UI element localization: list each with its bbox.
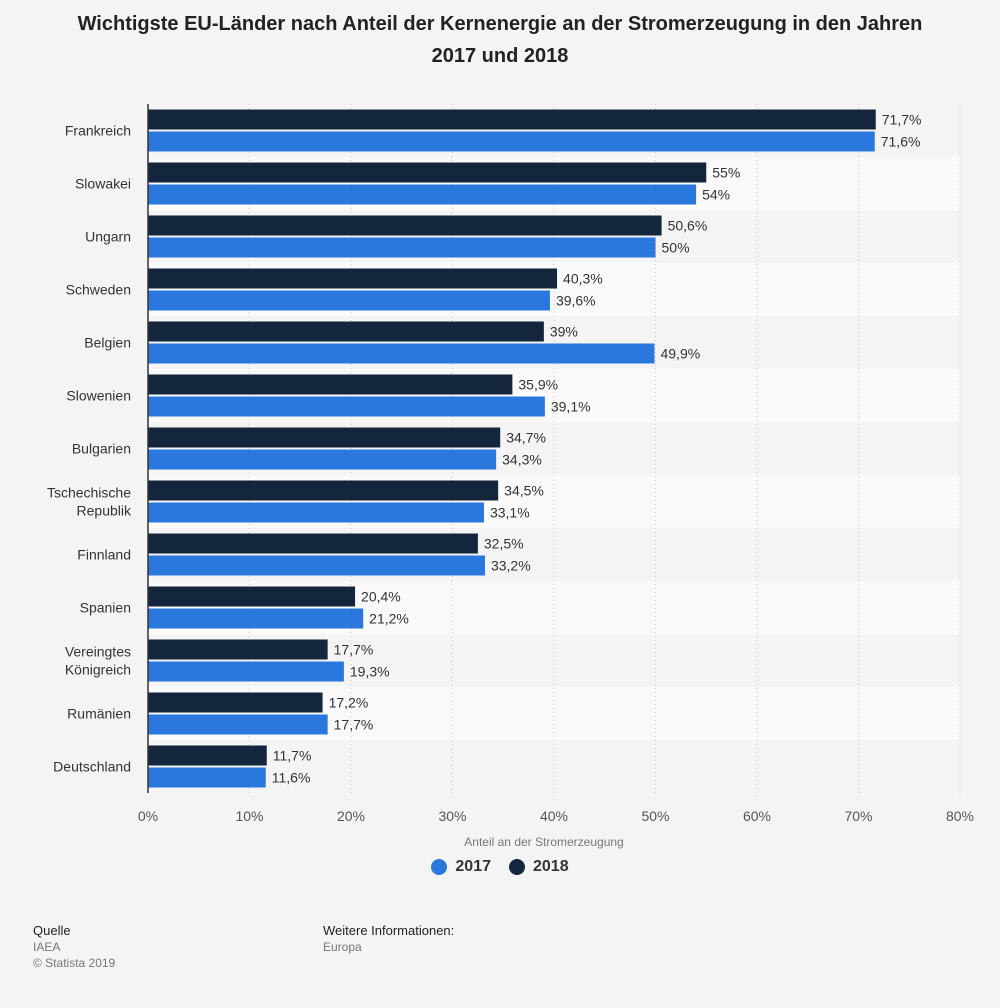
bar-2018-tschechische-republik xyxy=(148,480,499,501)
bar-2018-frankreich xyxy=(148,109,876,130)
legend-item-2017[interactable]: 2017 xyxy=(431,858,491,876)
category-label: Belgien xyxy=(84,335,131,351)
bar-2017-spanien xyxy=(148,608,364,629)
bar-2018-deutschland xyxy=(148,745,267,766)
copyright-line: © Statista 2019 xyxy=(33,956,116,970)
legend-item-2018[interactable]: 2018 xyxy=(509,858,569,876)
source-block: Quelle IAEA © Statista 2019 xyxy=(33,923,115,971)
category-label: Königreich xyxy=(65,662,131,678)
bar-2018-slowakei xyxy=(148,162,707,183)
bar-2018-bulgarien xyxy=(148,427,501,448)
x-tick-label: 40% xyxy=(540,808,568,824)
data-label-2018: 35,9% xyxy=(518,377,558,393)
data-label-2018: 11,7% xyxy=(273,748,312,764)
bar-2017-ungarn xyxy=(148,237,656,258)
data-label-2017: 71,6% xyxy=(881,134,921,150)
bar-chart: 0% 10% 20% 30% 40% 50% 60% 70% 80% Anteil an der … xyxy=(47,104,974,849)
legend-marker-2018 xyxy=(509,859,525,875)
legend-marker-2017 xyxy=(431,859,448,875)
data-label-2018: 17,7% xyxy=(334,642,374,658)
data-label-2017: 39,1% xyxy=(551,399,591,415)
data-label-2018: 34,5% xyxy=(504,483,544,499)
bar-2017-rum-nien xyxy=(148,714,328,735)
data-label-2018: 39% xyxy=(550,324,578,340)
row-background xyxy=(148,740,960,793)
data-label-2018: 17,2% xyxy=(329,695,369,711)
x-tick-label: 10% xyxy=(235,808,263,824)
x-tick-label: 30% xyxy=(438,808,466,824)
data-label-2017: 21,2% xyxy=(369,611,409,627)
bar-2017-vereingtes-k-nigreich xyxy=(148,661,344,682)
data-label-2017: 39,6% xyxy=(556,293,596,309)
chart-title: Wichtigste EU-Länder nach Anteil der Ker… xyxy=(77,13,923,67)
category-label: Vereingtes xyxy=(65,644,131,660)
category-label: Slowenien xyxy=(66,388,131,404)
data-label-2017: 50% xyxy=(662,240,690,256)
bar-2017-tschechische-republik xyxy=(148,502,484,523)
bar-2018-rum-nien xyxy=(148,692,323,713)
bar-2018-schweden xyxy=(148,268,558,289)
category-label: Schweden xyxy=(66,282,131,298)
x-tick-label: 80% xyxy=(946,808,974,824)
source-heading: Quelle xyxy=(33,923,71,938)
data-label-2018: 55% xyxy=(712,165,740,181)
data-label-2017: 54% xyxy=(702,187,730,203)
bar-2017-slowenien xyxy=(148,396,545,417)
x-tick-label: 60% xyxy=(743,808,771,824)
x-tick-label: 0% xyxy=(138,808,158,824)
bar-2017-bulgarien xyxy=(148,449,497,470)
x-axis-title: Anteil an der Stromerzeugung xyxy=(464,835,623,849)
legend-label-2017: 2017 xyxy=(455,858,491,875)
data-label-2017: 17,7% xyxy=(334,717,374,733)
x-tick-label: 70% xyxy=(844,808,872,824)
data-label-2017: 11,6% xyxy=(272,770,311,786)
data-label-2018: 34,7% xyxy=(506,430,546,446)
bar-2017-belgien xyxy=(148,343,655,364)
bar-2018-vereingtes-k-nigreich xyxy=(148,639,328,660)
data-label-2018: 71,7% xyxy=(882,112,922,128)
legend: 2017 2018 xyxy=(0,858,1000,876)
data-label-2017: 34,3% xyxy=(502,452,542,468)
category-label: Republik xyxy=(77,503,132,519)
bar-2017-deutschland xyxy=(148,767,266,788)
bar-2017-finnland xyxy=(148,555,485,576)
category-label: Slowakei xyxy=(75,176,131,192)
data-label-2017: 33,1% xyxy=(490,505,530,521)
source-line: IAEA xyxy=(33,940,61,954)
category-label: Frankreich xyxy=(65,123,131,139)
data-label-2017: 33,2% xyxy=(491,558,531,574)
category-label: Spanien xyxy=(80,600,131,616)
bar-2018-belgien xyxy=(148,321,544,342)
bar-2017-schweden xyxy=(148,290,550,311)
category-label: Finnland xyxy=(77,547,131,563)
info-heading: Weitere Informationen: xyxy=(323,923,455,938)
category-label: Rumänien xyxy=(67,706,131,722)
info-line: Europa xyxy=(323,940,362,954)
bar-2018-finnland xyxy=(148,533,478,554)
legend-label-2018: 2018 xyxy=(533,858,569,875)
category-label: Tschechische xyxy=(47,485,131,501)
info-block: Weitere Informationen: Europa xyxy=(323,923,454,955)
bar-2018-slowenien xyxy=(148,374,513,395)
category-label: Deutschland xyxy=(53,759,131,775)
data-label-2018: 40,3% xyxy=(563,271,603,287)
category-label: Bulgarien xyxy=(72,441,131,457)
data-label-2018: 20,4% xyxy=(361,589,401,605)
category-label: Ungarn xyxy=(85,229,131,245)
data-label-2017: 49,9% xyxy=(660,346,700,362)
x-tick-label: 20% xyxy=(337,808,365,824)
x-tick-label: 50% xyxy=(641,808,669,824)
bar-2017-slowakei xyxy=(148,184,697,205)
data-label-2018: 32,5% xyxy=(484,536,524,552)
data-label-2018: 50,6% xyxy=(668,218,708,234)
data-label-2017: 19,3% xyxy=(350,664,390,680)
bar-2017-frankreich xyxy=(148,131,875,152)
bar-2018-spanien xyxy=(148,586,356,607)
bar-2018-ungarn xyxy=(148,215,662,236)
